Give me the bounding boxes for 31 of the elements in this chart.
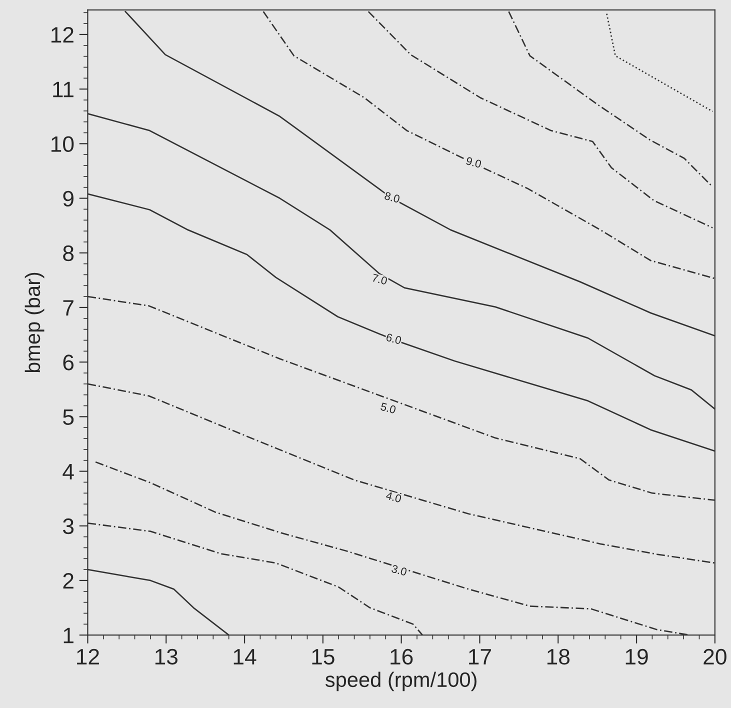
y-tick-label: 1: [64, 628, 74, 644]
y-tick-label: 10: [52, 136, 74, 152]
x-tick-label: 14: [234, 649, 256, 664]
y-tick-label: 11: [53, 82, 74, 98]
x-tick-label: 17: [469, 649, 491, 664]
annotation: 8.0: [384, 192, 400, 204]
x-tick-label: 18: [547, 648, 570, 665]
x-tick-label: 15: [312, 649, 334, 665]
y-tick-label: 5: [63, 409, 74, 425]
annotation: 9.0: [466, 156, 482, 168]
x-tick-label: 13: [155, 648, 178, 665]
y-tick-label: 3: [63, 518, 74, 534]
line-series: [606, 13, 714, 112]
y-tick-label: 12: [52, 27, 74, 43]
y-tick-label: 4: [62, 464, 74, 480]
x-axis-title: speed (rpm/100): [325, 672, 476, 692]
y-tick-label: 7: [63, 300, 74, 316]
y-axis-title: bmep (bar): [24, 272, 44, 372]
x-tick-label: 19: [626, 648, 648, 665]
y-tick-label: 2: [63, 573, 74, 589]
y-tick-label: 8: [63, 245, 74, 262]
y-tick-label: 6: [63, 354, 74, 370]
annotation: 4.0: [385, 491, 402, 503]
annotation: 3.0: [391, 564, 408, 576]
y-tick-label: 9: [63, 190, 74, 207]
annotation: 6.0: [386, 333, 402, 344]
x-tick-label: 20: [704, 648, 726, 665]
annotation: 7.0: [372, 274, 388, 285]
annotation: 5.0: [380, 402, 396, 414]
x-tick-label: 12: [77, 648, 99, 664]
x-tick-label: 16: [390, 648, 413, 665]
